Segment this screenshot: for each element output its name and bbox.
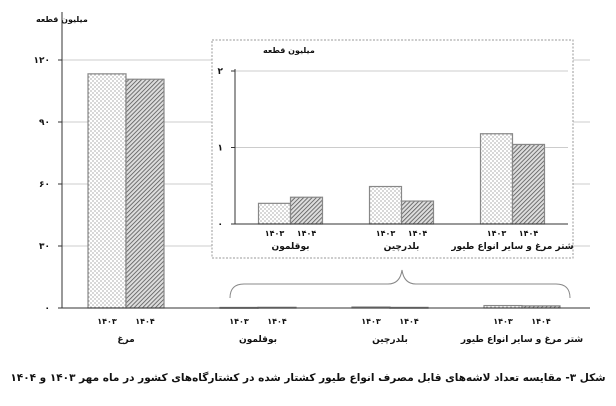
figure-caption: شکل ۳- مقایسه تعداد لاشه‌های قابل مصرف ا… (10, 371, 605, 384)
y-tick-label: ۰ (218, 220, 224, 230)
brace (229, 269, 571, 299)
category-label: بوقلمون (239, 335, 277, 345)
year-label: ۱۴۰۴ (519, 229, 539, 238)
year-label: ۱۴۰۴ (399, 317, 419, 326)
category-label: شتر مرغ و سایر انواع طیور (450, 242, 573, 252)
bar-1404 (125, 78, 165, 309)
category-label: مرغ (117, 335, 134, 345)
year-label: ۱۴۰۴ (297, 229, 317, 238)
y-tick-label: ۹۰ (39, 118, 50, 128)
category-label: بلدرچین (384, 242, 420, 252)
y-tick-label: ۲ (218, 67, 224, 77)
y-tick-label: ۰ (45, 304, 51, 314)
bar-1404 (511, 143, 546, 225)
y-tick-label: ۶۰ (39, 180, 50, 190)
bar-1404 (289, 196, 324, 225)
year-label: ۱۴۰۳ (361, 317, 381, 326)
year-label: ۱۴۰۴ (267, 317, 287, 326)
bar-1403 (257, 202, 292, 225)
year-label: ۱۴۰۳ (376, 229, 396, 238)
year-label: ۱۴۰۴ (135, 317, 155, 326)
year-label: ۱۴۰۴ (531, 317, 551, 326)
year-label: ۱۴۰۳ (265, 229, 285, 238)
year-label: ۱۴۰۳ (97, 317, 117, 326)
year-label: ۱۴۰۴ (408, 229, 428, 238)
bar-1403 (479, 133, 514, 225)
y-tick-label: ۳۰ (39, 242, 50, 252)
year-label: ۱۴۰۳ (229, 317, 249, 326)
year-label: ۱۴۰۳ (493, 317, 513, 326)
bar-1403 (87, 73, 127, 309)
category-label: بوقلمون (272, 242, 310, 252)
y-tick-label: ۱ (218, 144, 224, 154)
year-label: ۱۴۰۳ (487, 229, 507, 238)
bar-1403 (368, 185, 403, 225)
category-label: بلدرچین (372, 335, 408, 345)
category-label: شتر مرغ و سایر انواع طیور (460, 335, 583, 345)
inset-chart: ۰ ۱ ۲ میلیون قطعه ۱۴۰۳ ۱۴۰۴ بوقلمون ۱۴۰۳ ۱۴۰۴ بلد… (211, 39, 574, 259)
y-tick-label: ۱۲۰ (34, 56, 50, 66)
y-axis-label: میلیون قطعه (263, 46, 315, 55)
bar-1404 (400, 200, 435, 225)
